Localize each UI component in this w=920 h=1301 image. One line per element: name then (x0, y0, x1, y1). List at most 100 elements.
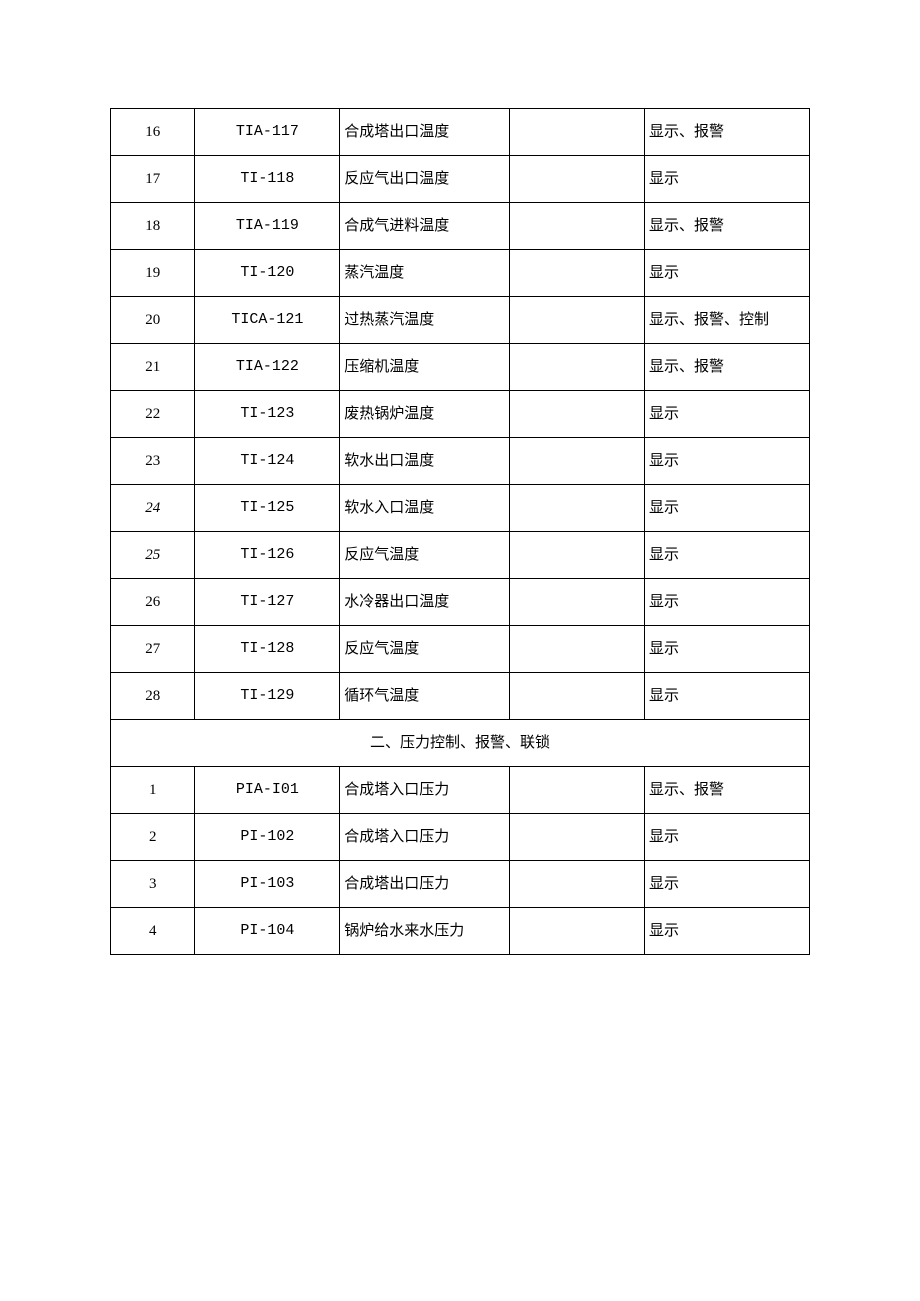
cell-empty (510, 814, 645, 861)
cell-description: 合成塔入口压力 (340, 814, 510, 861)
cell-description: 反应气温度 (340, 532, 510, 579)
cell-sequence: 26 (111, 579, 195, 626)
cell-description: 合成塔入口压力 (340, 767, 510, 814)
cell-sequence: 27 (111, 626, 195, 673)
cell-empty (510, 391, 645, 438)
table-row: 21TIA-122压缩机温度 显示、报警 (111, 344, 810, 391)
cell-description: 软水入口温度 (340, 485, 510, 532)
cell-description: 软水出口温度 (340, 438, 510, 485)
cell-empty (510, 767, 645, 814)
cell-description: 合成塔出口压力 (340, 861, 510, 908)
cell-function: 显示 (645, 626, 810, 673)
cell-function: 显示 (645, 391, 810, 438)
table-row: 22TI-123废热锅炉温度显示 (111, 391, 810, 438)
cell-function: 显示、报警 (645, 767, 810, 814)
cell-empty (510, 203, 645, 250)
cell-function: 显示 (645, 861, 810, 908)
cell-function: 显示 (645, 814, 810, 861)
table-row: 3PI-103合成塔出口压力 显示 (111, 861, 810, 908)
cell-sequence: 25 (111, 532, 195, 579)
cell-empty (510, 532, 645, 579)
cell-tag: PI-103 (195, 861, 340, 908)
cell-function: 显示、报警、控制 (645, 297, 810, 344)
cell-description: 压缩机温度 (340, 344, 510, 391)
cell-sequence: 2 (111, 814, 195, 861)
cell-sequence: 1 (111, 767, 195, 814)
cell-tag: TI-129 (195, 673, 340, 720)
cell-sequence: 3 (111, 861, 195, 908)
cell-function: 显示 (645, 250, 810, 297)
cell-sequence: 20 (111, 297, 195, 344)
cell-sequence: 23 (111, 438, 195, 485)
cell-function: 显示 (645, 579, 810, 626)
cell-sequence: 28 (111, 673, 195, 720)
cell-sequence: 24 (111, 485, 195, 532)
instrument-table: 16TIA-117合成塔出口温度显示、报警17TI-118反应气出口温度显示18… (110, 108, 810, 955)
table-row: 26TI-127水冷器出口温度 显示 (111, 579, 810, 626)
cell-description: 锅炉给水来水压力 (340, 908, 510, 955)
table-row: 20TICA-121过热蒸汽温度显示、报警、控制 (111, 297, 810, 344)
cell-sequence: 18 (111, 203, 195, 250)
cell-tag: PI-104 (195, 908, 340, 955)
cell-description: 合成塔出口温度 (340, 109, 510, 156)
cell-empty (510, 109, 645, 156)
cell-tag: PIA-I01 (195, 767, 340, 814)
section-header-row: 二、压力控制、报警、联锁 (111, 720, 810, 767)
cell-sequence: 17 (111, 156, 195, 203)
cell-description: 过热蒸汽温度 (340, 297, 510, 344)
cell-empty (510, 250, 645, 297)
cell-function: 显示、报警 (645, 344, 810, 391)
cell-tag: TI-123 (195, 391, 340, 438)
cell-empty (510, 673, 645, 720)
cell-description: 循环气温度 (340, 673, 510, 720)
cell-function: 显示 (645, 908, 810, 955)
cell-description: 蒸汽温度 (340, 250, 510, 297)
cell-empty (510, 438, 645, 485)
cell-function: 显示 (645, 438, 810, 485)
cell-tag: TI-124 (195, 438, 340, 485)
cell-tag: TI-126 (195, 532, 340, 579)
cell-description: 合成气进料温度 (340, 203, 510, 250)
cell-tag: PI-102 (195, 814, 340, 861)
cell-tag: TI-128 (195, 626, 340, 673)
table-row: 1PIA-I01合成塔入口压力 显示、报警 (111, 767, 810, 814)
table-row: 18TIA-119合成气进料温度 显示、报警 (111, 203, 810, 250)
cell-description: 反应气温度 (340, 626, 510, 673)
cell-tag: TI-118 (195, 156, 340, 203)
table-row: 25TI-126反应气温度 显示 (111, 532, 810, 579)
cell-function: 显示 (645, 485, 810, 532)
cell-function: 显示 (645, 532, 810, 579)
table-row: 17TI-118反应气出口温度 显示 (111, 156, 810, 203)
document-page: 16TIA-117合成塔出口温度显示、报警17TI-118反应气出口温度显示18… (0, 0, 920, 955)
table-row: 19TI-120蒸汽温度 显示 (111, 250, 810, 297)
cell-empty (510, 626, 645, 673)
cell-tag: TI-120 (195, 250, 340, 297)
cell-sequence: 4 (111, 908, 195, 955)
cell-function: 显示 (645, 156, 810, 203)
table-row: 4PI-104锅炉给水来水压力 显示 (111, 908, 810, 955)
section-header-cell: 二、压力控制、报警、联锁 (111, 720, 810, 767)
cell-function: 显示 (645, 673, 810, 720)
table-row: 28TI-129循环气温度 显示 (111, 673, 810, 720)
cell-function: 显示、报警 (645, 203, 810, 250)
cell-tag: TIA-117 (195, 109, 340, 156)
cell-sequence: 21 (111, 344, 195, 391)
table-row: 2PI-102合成塔入口压力 显示 (111, 814, 810, 861)
cell-tag: TIA-122 (195, 344, 340, 391)
cell-empty (510, 344, 645, 391)
table-row: 27TI-128反应气温度 显示 (111, 626, 810, 673)
cell-tag: TI-125 (195, 485, 340, 532)
table-row: 16TIA-117合成塔出口温度显示、报警 (111, 109, 810, 156)
cell-empty (510, 861, 645, 908)
cell-empty (510, 297, 645, 344)
cell-empty (510, 485, 645, 532)
table-row: 24TI-125软水入口温度 显示 (111, 485, 810, 532)
cell-description: 水冷器出口温度 (340, 579, 510, 626)
cell-description: 反应气出口温度 (340, 156, 510, 203)
cell-sequence: 16 (111, 109, 195, 156)
table-row: 23TI-124软水出口温度 显示 (111, 438, 810, 485)
cell-empty (510, 908, 645, 955)
cell-tag: TIA-119 (195, 203, 340, 250)
cell-tag: TI-127 (195, 579, 340, 626)
cell-sequence: 19 (111, 250, 195, 297)
